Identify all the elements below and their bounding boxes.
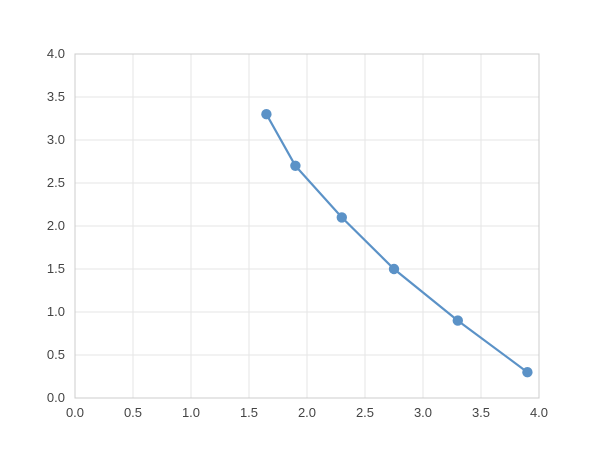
svg-text:3.0: 3.0	[47, 132, 65, 147]
svg-text:0.0: 0.0	[66, 405, 84, 420]
svg-text:3.0: 3.0	[414, 405, 432, 420]
svg-text:2.0: 2.0	[298, 405, 316, 420]
svg-text:1.5: 1.5	[47, 261, 65, 276]
svg-text:3.5: 3.5	[47, 89, 65, 104]
svg-text:1.0: 1.0	[47, 304, 65, 319]
svg-text:3.5: 3.5	[472, 405, 490, 420]
svg-text:4.0: 4.0	[47, 46, 65, 61]
svg-text:1.0: 1.0	[182, 405, 200, 420]
svg-text:2.0: 2.0	[47, 218, 65, 233]
svg-text:2.5: 2.5	[47, 175, 65, 190]
svg-text:2.5: 2.5	[356, 405, 374, 420]
svg-text:1.5: 1.5	[240, 405, 258, 420]
svg-text:0.5: 0.5	[47, 347, 65, 362]
svg-text:0.0: 0.0	[47, 390, 65, 405]
svg-text:4.0: 4.0	[530, 405, 548, 420]
svg-text:0.5: 0.5	[124, 405, 142, 420]
